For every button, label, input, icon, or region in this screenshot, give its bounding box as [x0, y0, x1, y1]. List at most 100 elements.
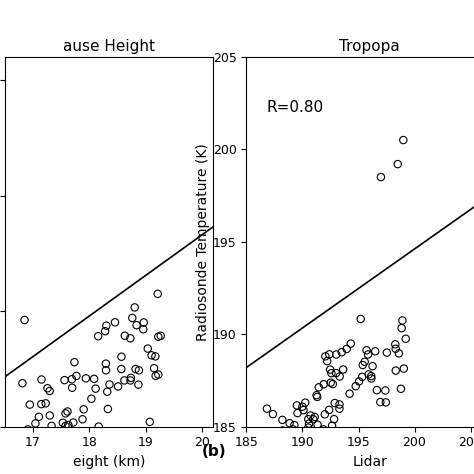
Point: [27, 446, 35, 453]
Point: [263, 405, 271, 412]
Point: [291, 421, 298, 429]
Point: [321, 410, 328, 418]
Point: [361, 358, 368, 365]
Point: [127, 374, 135, 382]
Point: [127, 335, 134, 342]
Point: [331, 399, 338, 407]
Point: [398, 324, 405, 332]
Point: [280, 455, 287, 462]
Point: [319, 426, 327, 433]
Point: [321, 353, 329, 360]
Point: [46, 437, 53, 445]
Point: [59, 419, 67, 427]
Point: [352, 383, 359, 390]
Point: [94, 332, 102, 340]
Point: [135, 381, 142, 388]
Point: [336, 373, 344, 380]
Point: [355, 378, 363, 385]
Point: [32, 419, 39, 427]
Point: [118, 365, 125, 373]
Point: [382, 399, 390, 406]
Point: [336, 405, 343, 412]
Y-axis label: Radiosonde Temperature (K): Radiosonde Temperature (K): [196, 143, 210, 341]
Point: [46, 387, 54, 395]
Point: [34, 464, 42, 472]
Point: [294, 409, 301, 417]
Point: [118, 353, 125, 361]
Point: [307, 411, 314, 419]
Point: [305, 420, 313, 428]
Point: [42, 400, 49, 407]
Point: [59, 466, 66, 474]
Point: [372, 347, 379, 355]
Point: [323, 357, 331, 365]
Point: [139, 326, 147, 333]
Point: [70, 419, 77, 426]
Point: [330, 415, 338, 423]
Point: [27, 469, 35, 474]
Point: [260, 435, 267, 443]
Point: [26, 401, 34, 409]
Point: [286, 419, 293, 427]
Point: [270, 436, 278, 444]
Point: [44, 384, 51, 392]
Point: [148, 352, 155, 359]
Point: [155, 371, 162, 378]
Point: [313, 392, 320, 399]
Point: [310, 416, 317, 423]
Point: [24, 431, 32, 439]
Point: [146, 418, 154, 426]
Title: Tropopa: Tropopa: [339, 39, 400, 55]
Point: [279, 416, 286, 424]
Point: [114, 383, 122, 390]
Point: [289, 426, 297, 433]
Point: [68, 375, 76, 383]
Point: [382, 387, 389, 394]
Point: [102, 322, 110, 329]
Point: [332, 351, 340, 358]
Point: [82, 374, 90, 382]
Point: [64, 421, 72, 429]
Point: [273, 431, 281, 438]
Point: [38, 376, 46, 383]
Point: [367, 375, 375, 383]
Point: [152, 372, 159, 380]
Point: [140, 319, 147, 326]
Point: [48, 422, 55, 429]
Point: [327, 379, 335, 386]
Point: [376, 398, 384, 406]
Point: [91, 448, 99, 456]
Point: [64, 408, 71, 415]
Point: [358, 373, 366, 381]
Point: [24, 426, 32, 433]
Point: [343, 345, 350, 353]
Point: [23, 431, 30, 439]
Point: [95, 423, 102, 430]
Point: [279, 427, 286, 434]
Point: [399, 317, 406, 324]
Point: [346, 390, 354, 398]
Point: [56, 456, 64, 464]
Point: [111, 319, 119, 326]
Point: [336, 401, 343, 408]
Point: [315, 383, 323, 391]
Point: [91, 375, 98, 383]
Point: [397, 385, 405, 392]
Point: [73, 372, 80, 380]
Point: [300, 406, 307, 414]
Point: [271, 438, 278, 446]
Point: [102, 366, 110, 374]
Text: (b): (b): [202, 444, 227, 459]
Point: [68, 384, 76, 392]
Point: [392, 367, 400, 374]
Point: [44, 460, 52, 467]
Point: [332, 369, 340, 377]
Point: [363, 346, 370, 354]
Point: [402, 335, 410, 343]
Point: [395, 350, 403, 357]
Point: [150, 365, 158, 372]
Point: [40, 465, 47, 472]
Point: [383, 349, 391, 356]
Point: [400, 365, 408, 373]
Point: [55, 450, 62, 457]
